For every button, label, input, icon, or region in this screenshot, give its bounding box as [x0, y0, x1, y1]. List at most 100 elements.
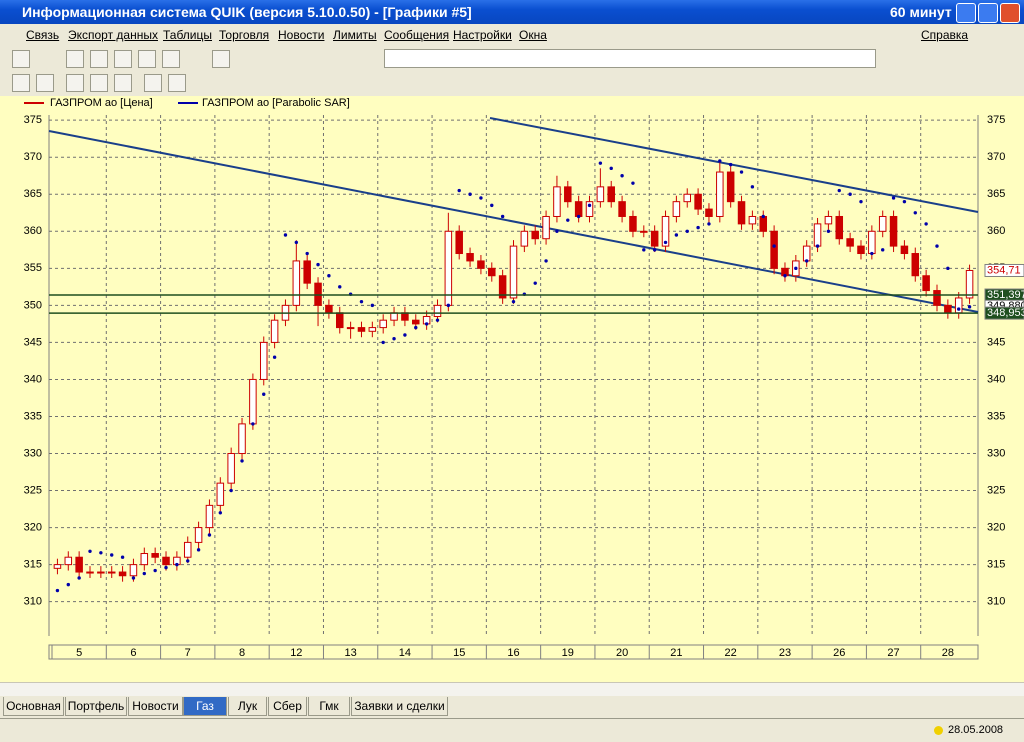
y-tick-label: 360 — [24, 225, 42, 237]
status-bar: 28.05.2008 — [0, 718, 1024, 742]
menu-item[interactable]: Справка — [921, 28, 969, 42]
sar-dot — [566, 218, 570, 222]
sar-dot — [479, 196, 483, 200]
candle-body — [292, 260, 301, 306]
candle-body — [140, 553, 149, 566]
sar-dot — [674, 233, 679, 237]
candle-body — [802, 245, 811, 262]
candle-body — [477, 260, 485, 269]
candle-body — [390, 312, 398, 321]
candle-body — [75, 556, 83, 573]
candle-body — [118, 571, 127, 577]
tab[interactable]: Основная — [3, 697, 64, 716]
sar-dot — [739, 170, 744, 174]
candle-body — [270, 319, 279, 343]
tool-button[interactable] — [162, 50, 180, 68]
menu-item[interactable]: Связь — [26, 28, 60, 42]
menu-item[interactable]: Сообщения — [384, 28, 450, 42]
legend-label: ГАЗПРОМ ао [Parabolic SAR] — [202, 97, 350, 109]
candle-body — [498, 275, 507, 299]
tool-button[interactable] — [12, 50, 30, 68]
sar-dot — [283, 233, 288, 237]
sar-dot — [804, 259, 809, 263]
tab[interactable]: Сбер — [268, 697, 307, 716]
y-tick-label: 335 — [24, 410, 42, 422]
sar-dot — [66, 582, 70, 587]
sar-dot — [533, 281, 537, 285]
tab-active[interactable]: Газ — [183, 697, 227, 716]
sar-dot — [327, 274, 331, 278]
menu-item[interactable]: Окна — [519, 28, 547, 42]
tool-button[interactable] — [66, 50, 84, 68]
sar-dot — [294, 240, 299, 245]
candle-body — [878, 215, 887, 232]
y-tick-label: 345 — [24, 336, 42, 348]
candle-body — [922, 275, 930, 292]
menu-item[interactable]: Торговля — [219, 28, 270, 42]
candle-body — [726, 171, 735, 203]
sar-dot — [652, 248, 657, 252]
tool-button[interactable] — [36, 74, 54, 92]
menu-item[interactable]: Лимиты — [333, 28, 377, 42]
x-tick-label: 19 — [562, 647, 574, 659]
sar-dot — [902, 199, 907, 204]
tool-button[interactable] — [90, 74, 108, 92]
sar-dot — [251, 422, 255, 426]
tool-button[interactable] — [168, 74, 186, 92]
tool-button[interactable] — [90, 50, 108, 68]
tool-button[interactable] — [114, 50, 132, 68]
candle-body — [488, 267, 496, 277]
sar-dot — [750, 185, 755, 189]
candle-body — [107, 571, 116, 574]
sar-dot — [685, 229, 689, 233]
candle-body — [933, 290, 941, 306]
candle-body — [303, 260, 311, 284]
price-label: 354,71 — [987, 264, 1021, 276]
candle-body — [672, 201, 681, 217]
sar-dot — [468, 192, 472, 196]
candle-body — [346, 327, 355, 330]
maximize-button[interactable] — [978, 3, 998, 23]
candle-body — [455, 230, 463, 255]
scrollbar[interactable] — [0, 682, 1024, 696]
menu-item[interactable]: Новости — [278, 28, 325, 42]
x-tick-label: 5 — [76, 647, 82, 659]
tool-button[interactable] — [12, 74, 30, 92]
tool-button[interactable] — [66, 74, 84, 92]
price-label-box — [984, 263, 1024, 277]
close-button[interactable] — [1000, 3, 1020, 23]
tab[interactable]: Заявки и сделки — [351, 697, 448, 716]
y-tick-label-right: 370 — [987, 151, 1005, 163]
sar-dot — [175, 562, 179, 567]
y-tick-label-right: 315 — [987, 559, 1005, 571]
sar-dot — [77, 576, 81, 580]
instrument-select[interactable] — [384, 49, 876, 68]
candle-body — [151, 553, 159, 558]
candle-body — [368, 327, 377, 332]
tool-button[interactable] — [138, 50, 156, 68]
x-tick-label: 16 — [507, 647, 519, 659]
menu-item[interactable]: Экспорт данных — [68, 28, 158, 42]
tab[interactable]: Новости — [128, 697, 183, 716]
tool-button[interactable] — [114, 74, 132, 92]
menu-item[interactable]: Настройки — [453, 28, 512, 42]
sar-dot — [718, 159, 722, 163]
tab[interactable]: Лук — [228, 697, 267, 716]
tool-button[interactable] — [144, 74, 162, 92]
x-tick-label: 8 — [239, 647, 245, 659]
sar-dot — [772, 244, 776, 248]
minimize-button[interactable] — [956, 3, 976, 23]
sar-dot — [511, 299, 516, 304]
sar-dot — [587, 203, 592, 208]
tab[interactable]: Гмк — [308, 697, 350, 716]
tool-button[interactable] — [212, 50, 230, 68]
y-tick-label: 330 — [24, 447, 42, 459]
menu-item[interactable]: Таблицы — [163, 28, 213, 42]
x-tick-label: 12 — [290, 647, 302, 659]
tab[interactable]: Портфель — [65, 697, 127, 716]
sar-dot — [935, 244, 939, 248]
sar-dot — [435, 318, 440, 322]
y-tick-label: 355 — [24, 262, 42, 274]
